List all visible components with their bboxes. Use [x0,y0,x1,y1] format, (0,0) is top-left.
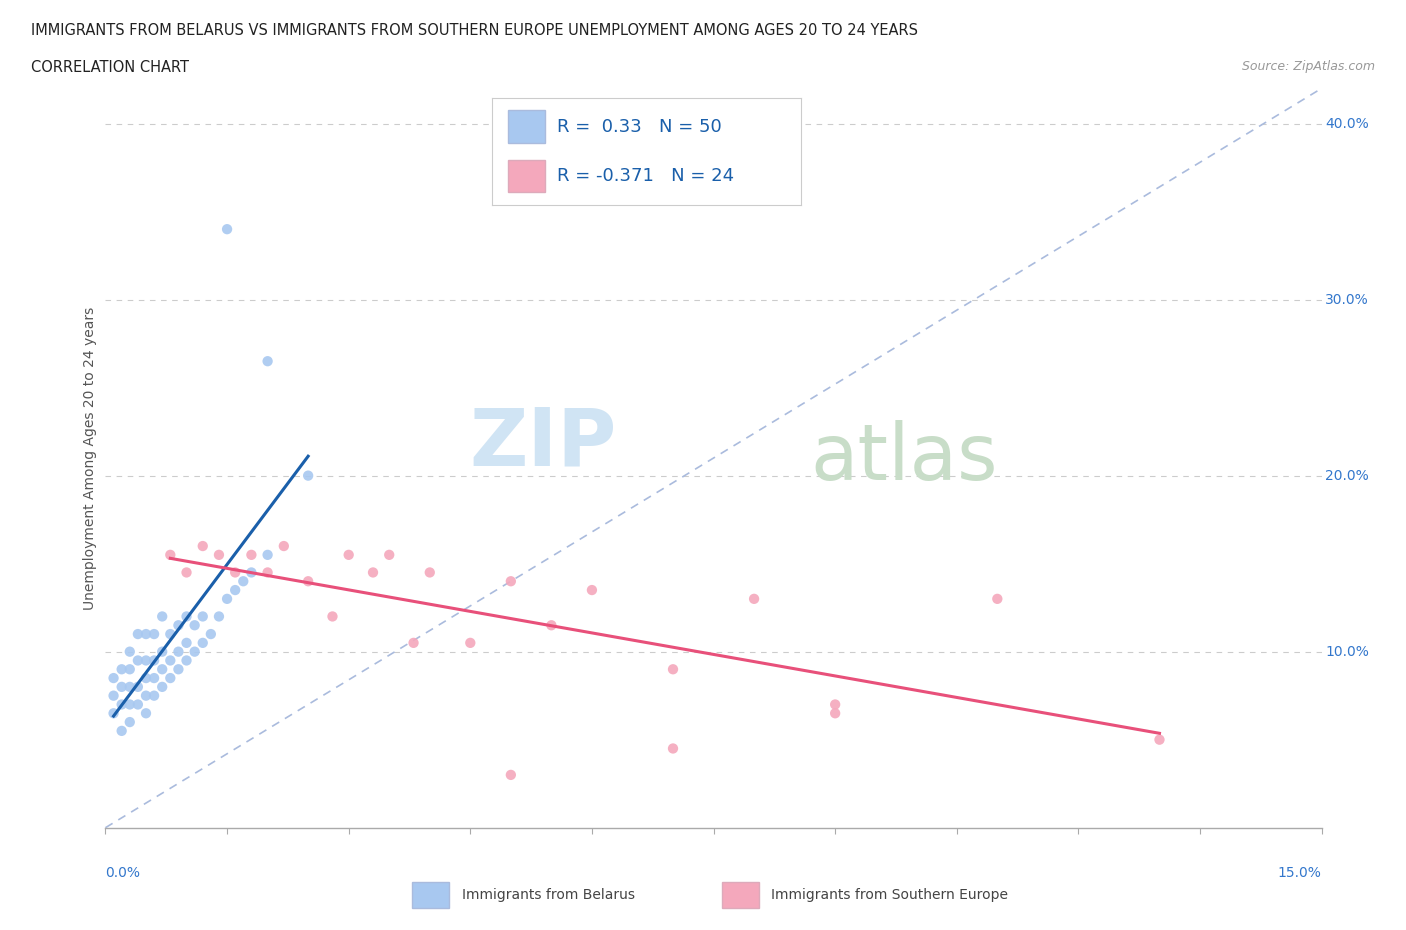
Point [135,706,157,721]
Point [143,671,166,685]
Point [581,582,603,597]
Point [167,644,190,659]
Point [127,698,149,712]
FancyBboxPatch shape [412,883,450,908]
Point [208,609,231,624]
Point [176,653,198,668]
Point [402,635,425,650]
Text: 15.0%: 15.0% [1278,867,1322,881]
Point [183,618,205,632]
Point [499,574,522,589]
Point [297,468,319,483]
Point [143,653,166,668]
Point [143,688,166,703]
Point [111,724,134,738]
Text: Source: ZipAtlas.com: Source: ZipAtlas.com [1241,60,1375,73]
Point [103,688,125,703]
Point [1149,732,1171,747]
Point [256,565,278,580]
Point [208,548,231,563]
Point [176,609,198,624]
Point [540,618,562,632]
Point [191,538,214,553]
Point [200,627,222,642]
Point [127,680,149,695]
Point [118,680,141,695]
Text: CORRELATION CHART: CORRELATION CHART [31,60,188,75]
Point [159,671,181,685]
Point [118,662,141,677]
Text: Immigrants from Belarus: Immigrants from Belarus [461,888,634,902]
Point [217,221,239,236]
Point [824,706,846,721]
Point [240,565,263,580]
Point [135,671,157,685]
Point [111,662,134,677]
Point [176,635,198,650]
Point [159,548,181,563]
Point [824,698,846,712]
Text: IMMIGRANTS FROM BELARUS VS IMMIGRANTS FROM SOUTHERN EUROPE UNEMPLOYMENT AMONG AG: IMMIGRANTS FROM BELARUS VS IMMIGRANTS FR… [31,23,918,38]
Point [143,627,166,642]
Point [337,548,360,563]
Point [111,680,134,695]
Point [159,627,181,642]
Point [135,688,157,703]
Point [150,662,173,677]
Y-axis label: Unemployment Among Ages 20 to 24 years: Unemployment Among Ages 20 to 24 years [83,306,97,610]
Point [103,671,125,685]
Point [232,574,254,589]
Point [150,680,173,695]
Point [273,538,295,553]
Point [183,644,205,659]
Text: ZIP: ZIP [470,405,616,483]
FancyBboxPatch shape [721,883,759,908]
Point [297,574,319,589]
Point [742,591,765,606]
Text: 30.0%: 30.0% [1326,293,1369,307]
Point [224,582,246,597]
Text: Immigrants from Southern Europe: Immigrants from Southern Europe [770,888,1008,902]
Point [150,644,173,659]
Text: 40.0%: 40.0% [1326,116,1369,130]
Point [361,565,384,580]
Point [419,565,441,580]
Point [191,609,214,624]
Point [458,635,481,650]
Point [135,627,157,642]
Point [167,618,190,632]
Point [118,644,141,659]
Point [662,662,685,677]
Point [378,548,401,563]
Point [240,548,263,563]
Text: R = -0.371   N = 24: R = -0.371 N = 24 [557,166,734,185]
Point [499,767,522,782]
Point [118,698,141,712]
Text: R =  0.33   N = 50: R = 0.33 N = 50 [557,117,721,136]
Text: atlas: atlas [811,420,998,496]
Point [256,353,278,368]
Point [150,609,173,624]
FancyBboxPatch shape [508,160,544,192]
Point [127,653,149,668]
Point [118,714,141,729]
Text: 0.0%: 0.0% [105,867,141,881]
Point [217,591,239,606]
FancyBboxPatch shape [508,111,544,142]
Point [321,609,343,624]
Point [167,662,190,677]
Point [159,653,181,668]
Point [662,741,685,756]
Point [191,635,214,650]
Point [256,548,278,563]
Point [127,627,149,642]
Point [224,565,246,580]
Text: 20.0%: 20.0% [1326,469,1369,483]
Point [986,591,1008,606]
Point [176,565,198,580]
Point [103,706,125,721]
Point [111,698,134,712]
Point [135,653,157,668]
Text: 10.0%: 10.0% [1326,644,1369,658]
